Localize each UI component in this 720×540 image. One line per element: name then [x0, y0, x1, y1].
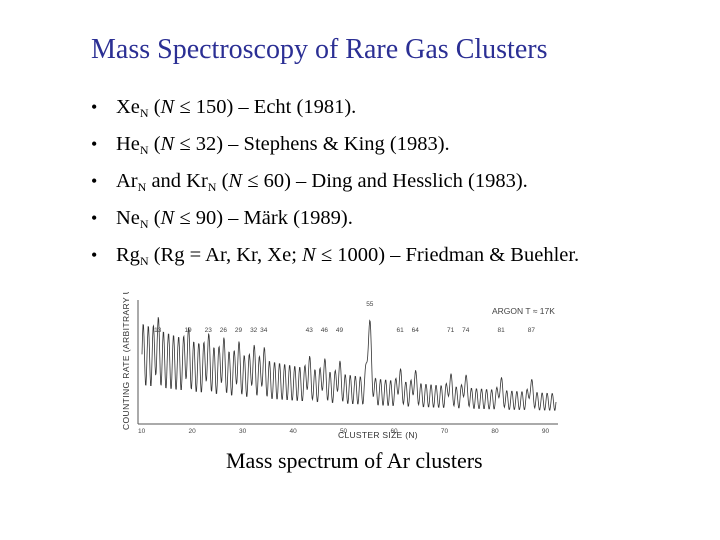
subscript: N	[139, 143, 149, 157]
text: ≤ 90) – Märk (1989).	[174, 207, 353, 229]
x-tick-label: 20	[188, 428, 196, 435]
subscript: N	[139, 106, 149, 120]
list-item: • ArN and KrN (N ≤ 60) – Ding and Hessli…	[91, 166, 579, 203]
text: ≤ 60) – Ding and Hesslich (1983).	[242, 170, 528, 192]
x-tick-labels: 10 20 30 40 50 60 70 80 90	[138, 428, 550, 435]
subscript: N	[137, 180, 147, 194]
y-axis-label: COUNTING RATE (ARBITRARY UNITS)	[121, 292, 131, 430]
text: (Rg = Ar, Kr, Xe;	[148, 244, 303, 266]
text: ≤ 32) – Stephens & King (1983).	[174, 133, 450, 155]
mass-spectrum-figure: COUNTING RATE (ARBITRARY UNITS) 10 20 30 40…	[121, 292, 558, 440]
bullet-icon: •	[91, 134, 98, 154]
bullet-icon: •	[91, 97, 98, 117]
peak-label: 71	[447, 327, 455, 334]
peak-label: 43	[306, 327, 314, 334]
reference-list: • XeN (N ≤ 150) – Echt (1981). • HeN (N …	[91, 92, 579, 277]
text: ≤ 1000) – Friedman & Buehler.	[315, 244, 580, 266]
peak-label: 34	[260, 327, 268, 334]
variable: N	[302, 244, 316, 266]
slide-title: Mass Spectroscopy of Rare Gas Clusters	[91, 34, 548, 65]
peak-label: 87	[528, 327, 536, 334]
element-symbol: Ne	[116, 207, 140, 229]
peak-label: 64	[412, 327, 420, 334]
text: (	[216, 170, 229, 192]
x-tick-label: 30	[239, 428, 247, 435]
subscript: N	[207, 180, 217, 194]
peak-label: 32	[250, 327, 258, 334]
x-tick-label: 40	[289, 428, 297, 435]
peak-label: 46	[321, 327, 329, 334]
peak-label: 29	[235, 327, 243, 334]
text: (	[148, 207, 161, 229]
spectrum-trace	[141, 317, 557, 411]
list-item: • XeN (N ≤ 150) – Echt (1981).	[91, 92, 579, 129]
peak-label: 23	[205, 327, 213, 334]
x-axis-label: CLUSTER SIZE (N)	[338, 430, 418, 440]
element-symbol: Rg	[116, 244, 140, 266]
peak-label: 74	[462, 327, 470, 334]
peak-label: 49	[336, 327, 344, 334]
peak-label: 81	[497, 327, 505, 334]
peak-label: 26	[220, 327, 228, 334]
variable: N	[160, 207, 175, 229]
peak-label: 61	[396, 327, 404, 334]
text: (	[148, 96, 161, 118]
text: and Kr	[146, 170, 208, 192]
peak-label: 55	[366, 301, 374, 308]
list-item: • HeN (N ≤ 32) – Stephens & King (1983).	[91, 129, 579, 166]
peak-label: 13	[154, 327, 162, 334]
figure-caption: Mass spectrum of Ar clusters	[226, 448, 483, 473]
variable: N	[160, 96, 175, 118]
x-tick-label: 60	[390, 428, 398, 435]
text: ≤ 150) – Echt (1981).	[174, 96, 357, 118]
bullet-icon: •	[91, 171, 98, 191]
x-tick-label: 10	[138, 428, 146, 435]
text: (	[148, 133, 161, 155]
element-symbol: Ar	[116, 170, 138, 192]
variable: N	[228, 170, 243, 192]
x-tick-label: 70	[441, 428, 449, 435]
list-item: • RgN (Rg = Ar, Kr, Xe; N ≤ 1000) – Frie…	[91, 240, 579, 277]
bullet-icon: •	[91, 245, 98, 265]
variable: N	[160, 133, 175, 155]
list-item: • NeN (N ≤ 90) – Märk (1989).	[91, 203, 579, 240]
element-symbol: He	[116, 133, 140, 155]
x-tick-label: 50	[340, 428, 348, 435]
subscript: N	[139, 254, 149, 268]
temperature-annotation: ARGON T ≈ 17K	[492, 306, 555, 316]
bullet-icon: •	[91, 208, 98, 228]
x-tick-label: 90	[542, 428, 550, 435]
x-tick-label: 80	[491, 428, 499, 435]
subscript: N	[139, 217, 149, 231]
element-symbol: Xe	[116, 96, 140, 118]
